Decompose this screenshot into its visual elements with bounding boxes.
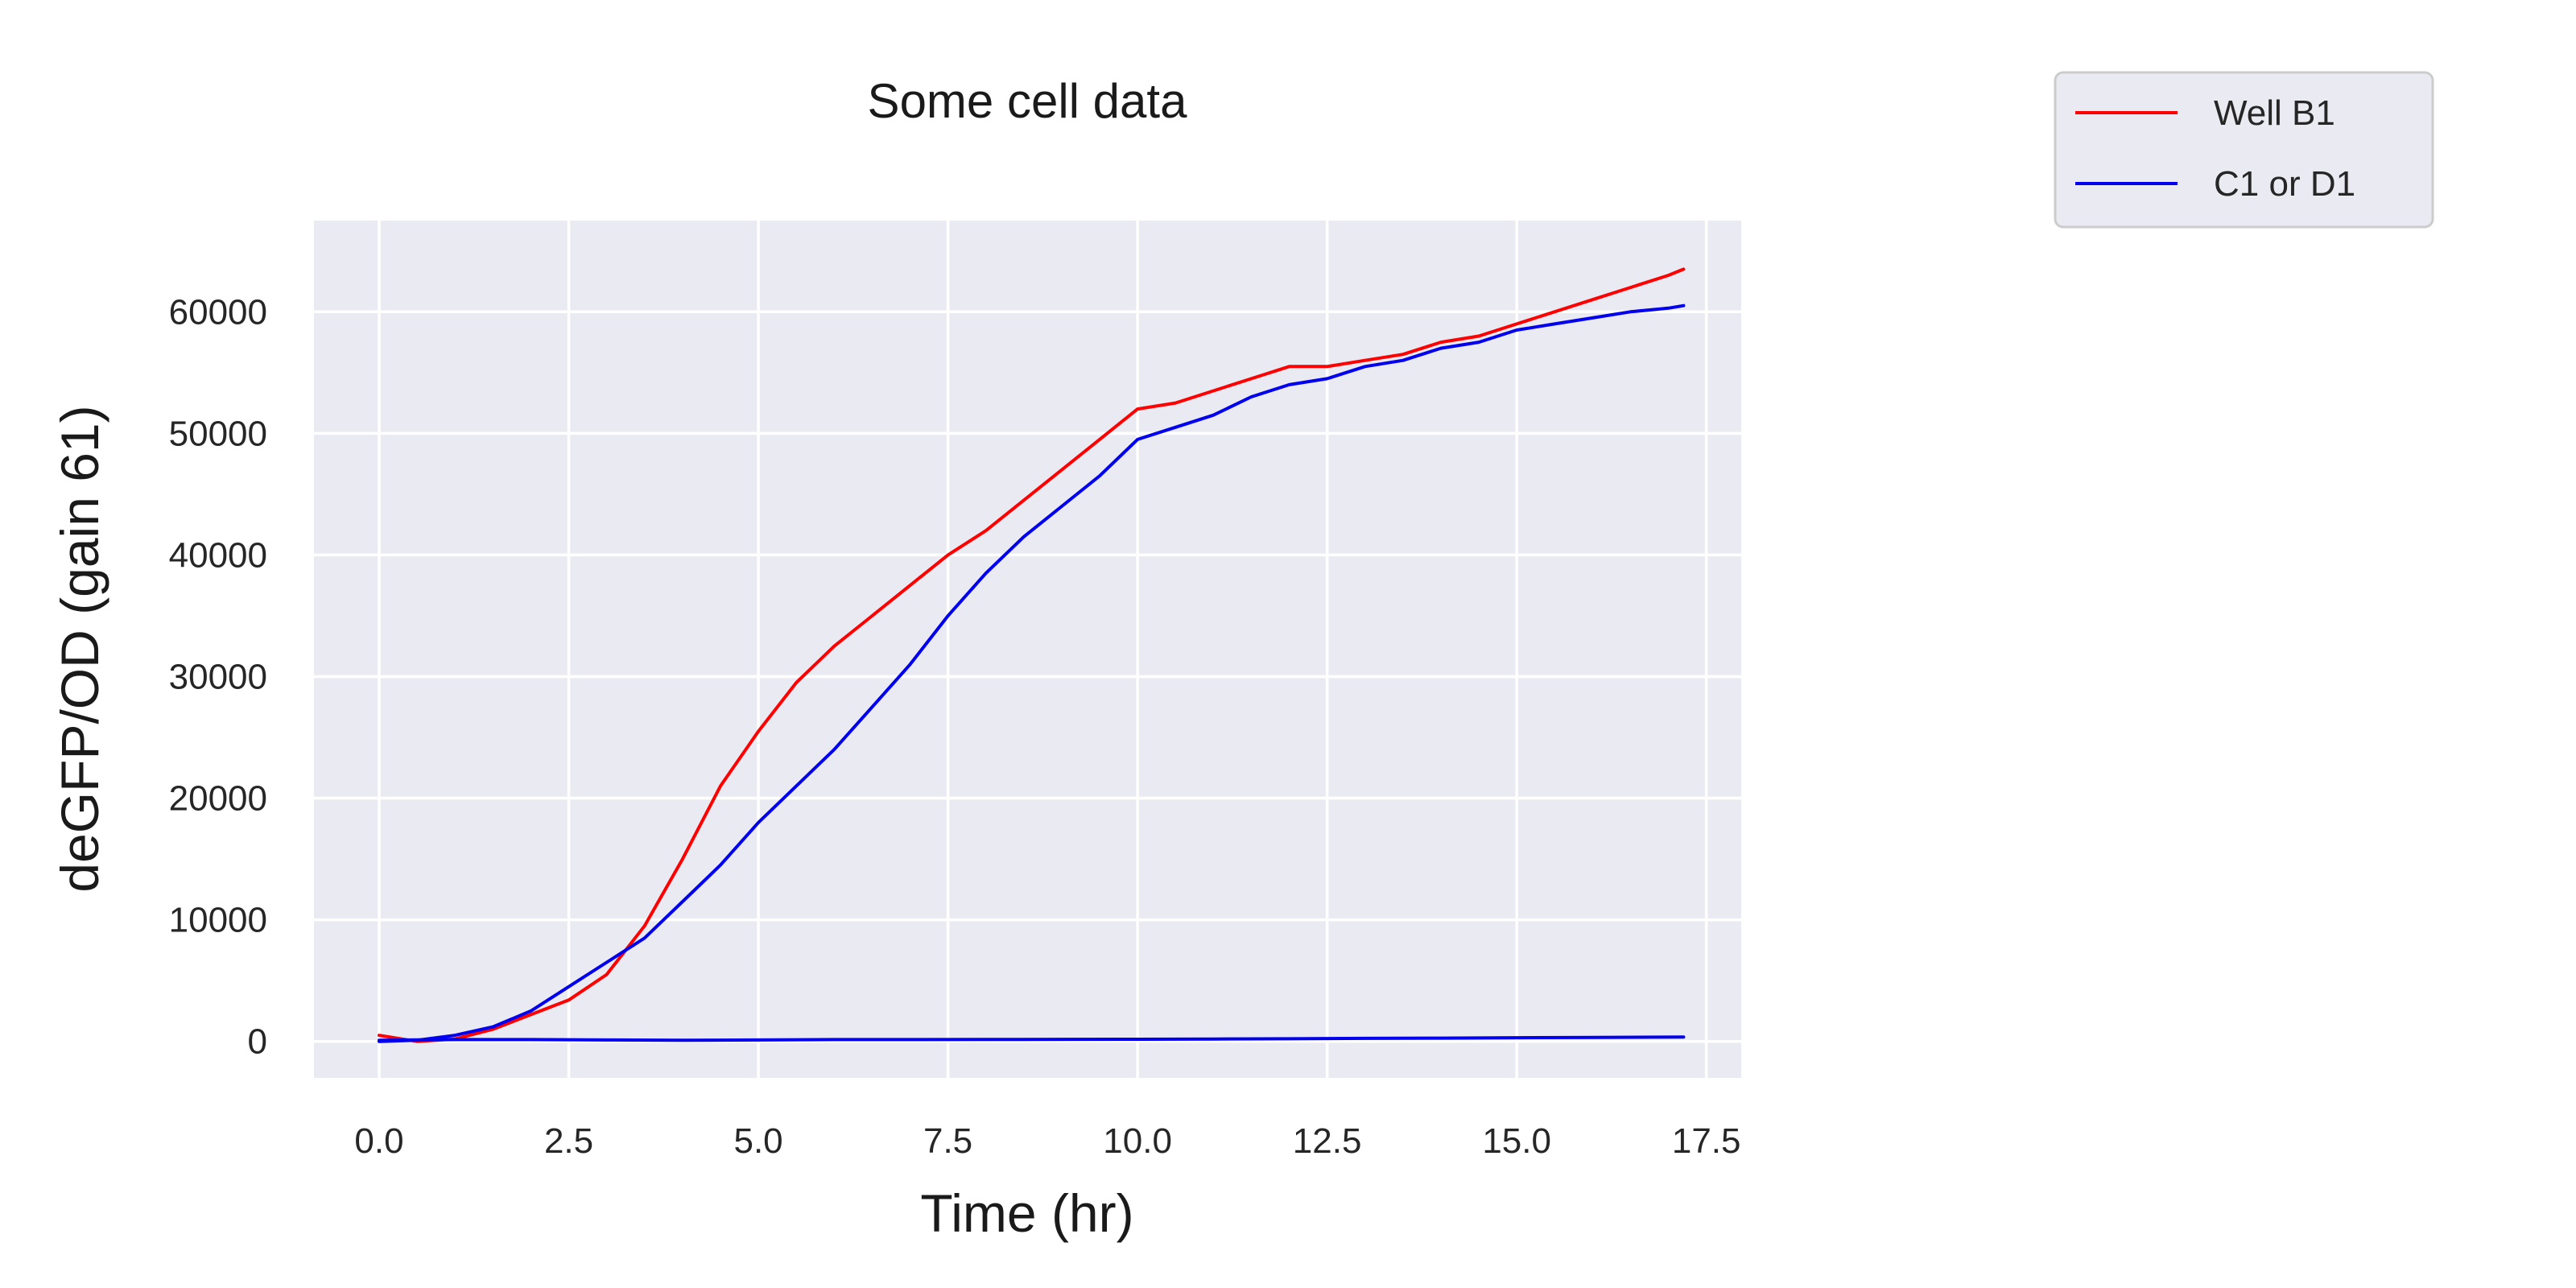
x-tick-label: 15.0 — [1482, 1121, 1551, 1161]
x-tick-label: 17.5 — [1672, 1121, 1741, 1161]
y-axis-label: deGFP/OD (gain 61) — [50, 405, 109, 892]
series-line-1 — [378, 267, 1686, 1043]
x-tick-label: 2.5 — [544, 1121, 593, 1161]
legend: Well B1 C1 or D1 — [2054, 71, 2434, 229]
y-tick-label: 40000 — [169, 535, 267, 575]
plot-background — [314, 221, 1741, 1078]
series-line-2 — [378, 303, 1686, 1043]
x-tick-label: 10.0 — [1103, 1121, 1172, 1161]
x-tick-label: 0.0 — [354, 1121, 403, 1161]
y-tick-label: 0 — [248, 1022, 267, 1062]
y-tick-label: 10000 — [169, 901, 267, 940]
legend-label-c1-or-d1: C1 or D1 — [2214, 164, 2355, 204]
grid-lines — [314, 221, 1741, 1078]
x-tick-label: 5.0 — [733, 1121, 782, 1161]
data-series — [378, 267, 1686, 1043]
y-tick-label: 50000 — [169, 414, 267, 453]
chart-title: Some cell data — [868, 74, 1188, 128]
x-tick-label: 12.5 — [1293, 1121, 1362, 1161]
x-axis-label: Time (hr) — [920, 1183, 1133, 1243]
y-tick-labels: 0 10000 20000 30000 40000 50000 60000 — [169, 292, 267, 1061]
y-tick-label: 30000 — [169, 657, 267, 696]
x-tick-labels: 0.0 2.5 5.0 7.5 10.0 12.5 15.0 17.5 — [354, 1121, 1740, 1161]
x-tick-label: 7.5 — [923, 1121, 972, 1161]
series-line-3 — [378, 1035, 1686, 1042]
y-tick-label: 60000 — [169, 292, 267, 332]
y-tick-label: 20000 — [169, 779, 267, 819]
legend-label-well-b1: Well B1 — [2214, 93, 2335, 133]
